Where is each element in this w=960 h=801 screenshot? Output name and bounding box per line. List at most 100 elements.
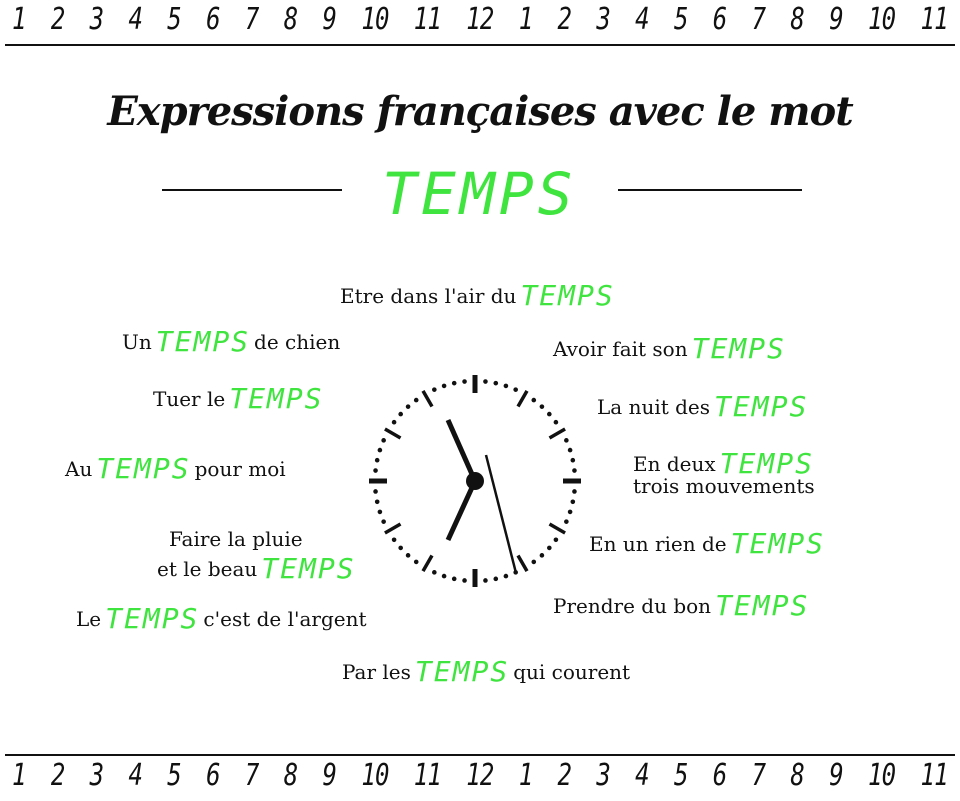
expression-keyword: TEMPS: [691, 332, 786, 365]
minute-dot: [572, 468, 577, 473]
expression-keyword: TEMPS: [155, 325, 251, 358]
hour-tick: [421, 554, 434, 572]
minute-dot: [570, 499, 576, 505]
expression: La nuit des TEMPS: [597, 392, 812, 422]
expression: Avoir fait son TEMPS: [553, 334, 790, 364]
number-digit: 6: [206, 758, 220, 793]
hour-tick: [516, 390, 529, 408]
number-digit: 8: [283, 2, 298, 37]
number-digit: 1: [12, 758, 26, 793]
minute-dot: [483, 379, 488, 384]
hour-tick: [384, 522, 402, 535]
expression-line2: trois mouvements: [633, 474, 815, 498]
minute-dot: [374, 499, 380, 505]
expression-before: Le: [76, 607, 102, 631]
expression-keyword: TEMPS: [714, 390, 809, 423]
number-digit: 7: [244, 2, 259, 37]
minute-dot: [381, 438, 386, 443]
divider-bottom: [5, 754, 955, 756]
expression: Etre dans l'air du TEMPS: [340, 281, 619, 311]
expression: Par les TEMPS qui courent: [342, 657, 630, 687]
number-digit: 4: [128, 758, 143, 793]
expression-before: Tuer le: [153, 387, 226, 411]
title-keyword: TEMPS: [382, 160, 577, 228]
minute-dot: [513, 387, 518, 392]
expression-after: de chien: [254, 330, 341, 354]
minute-dot: [377, 447, 383, 453]
expression: En deux TEMPS trois mouvements: [633, 449, 818, 501]
minute-dot: [405, 404, 411, 409]
minute-dot: [503, 573, 509, 579]
divider-top: [5, 44, 955, 46]
expression: Au TEMPS pour moi: [65, 454, 286, 484]
minute-dot: [564, 438, 569, 443]
number-digit: 5: [167, 2, 181, 37]
number-digit: 5: [673, 2, 688, 37]
number-digit: 10: [361, 758, 389, 793]
minute-dot: [373, 489, 378, 494]
hour-tick: [384, 427, 402, 440]
number-digit: 7: [244, 758, 259, 793]
minute-hand: [445, 479, 478, 542]
hour-tick: [421, 390, 434, 408]
minute-dot: [441, 573, 447, 579]
number-digit: 3: [89, 758, 104, 793]
minute-dot: [539, 404, 545, 409]
expression-keyword: TEMPS: [414, 655, 510, 688]
number-digit: 6: [206, 2, 220, 37]
minute-dot: [413, 559, 419, 565]
number-digit: 11: [413, 758, 442, 793]
expression-keyword: TEMPS: [715, 589, 810, 622]
expression-before: En deux: [633, 452, 716, 476]
expression-after: pour moi: [194, 457, 286, 481]
number-digit: 8: [283, 758, 298, 793]
minute-dot: [391, 537, 397, 543]
number-digit: 11: [413, 2, 442, 37]
minute-dot: [493, 380, 499, 386]
expression-before: Par les: [342, 660, 411, 684]
minute-dot: [398, 545, 403, 551]
number-digit: 4: [128, 2, 143, 37]
number-digit: 4: [635, 758, 649, 793]
minute-dot: [413, 397, 419, 403]
expression-keyword: TEMPS: [96, 452, 191, 485]
expression-keyword: TEMPS: [730, 527, 825, 560]
top-number-strip: 1 2 3 4 5 6 7 8 9 10 11 12 1 2 3 4 5 6 7 8 9 10 11: [12, 2, 949, 37]
minute-dot: [531, 559, 537, 565]
number-digit: 2: [557, 2, 572, 37]
expression-after: qui courent: [513, 660, 631, 684]
number-digit: 11: [920, 758, 948, 793]
bottom-number-strip: 1 2 3 4 5 6 7 8 9 10 11 12 1 2 3 4 5 6 7 8 9 10 11: [12, 758, 949, 793]
expression: Un TEMPS de chien: [122, 327, 340, 357]
minute-dot: [567, 509, 573, 515]
expression: Tuer le TEMPS: [153, 384, 328, 414]
minute-dot: [493, 576, 499, 582]
minute-dot: [377, 509, 383, 515]
title-rule-right: [618, 189, 802, 191]
number-digit: 10: [868, 2, 896, 37]
minute-dot: [503, 383, 509, 389]
minute-dot: [374, 457, 380, 463]
minute-dot: [547, 545, 552, 551]
expression-before: et le beau: [157, 557, 258, 581]
number-digit: 7: [751, 2, 766, 37]
hour-hand: [445, 418, 478, 483]
minute-dot: [391, 419, 397, 425]
expression-before: Un: [122, 330, 152, 354]
minute-dot: [462, 578, 467, 583]
number-digit: 7: [751, 758, 766, 793]
minute-dot: [451, 576, 457, 582]
title-rule-left: [162, 189, 342, 191]
expression-before: Etre dans l'air du: [340, 284, 517, 308]
number-digit: 3: [596, 758, 610, 793]
expression-before: Au: [65, 457, 93, 481]
minute-dot: [483, 578, 488, 583]
number-digit: 9: [829, 2, 843, 37]
minute-dot: [441, 383, 447, 389]
minute-dot: [553, 537, 559, 543]
minute-dot: [567, 447, 573, 453]
minute-dot: [547, 411, 552, 417]
number-digit: 10: [868, 758, 896, 793]
minute-dot: [564, 519, 569, 524]
expression-before: Prendre du bon: [553, 594, 712, 618]
